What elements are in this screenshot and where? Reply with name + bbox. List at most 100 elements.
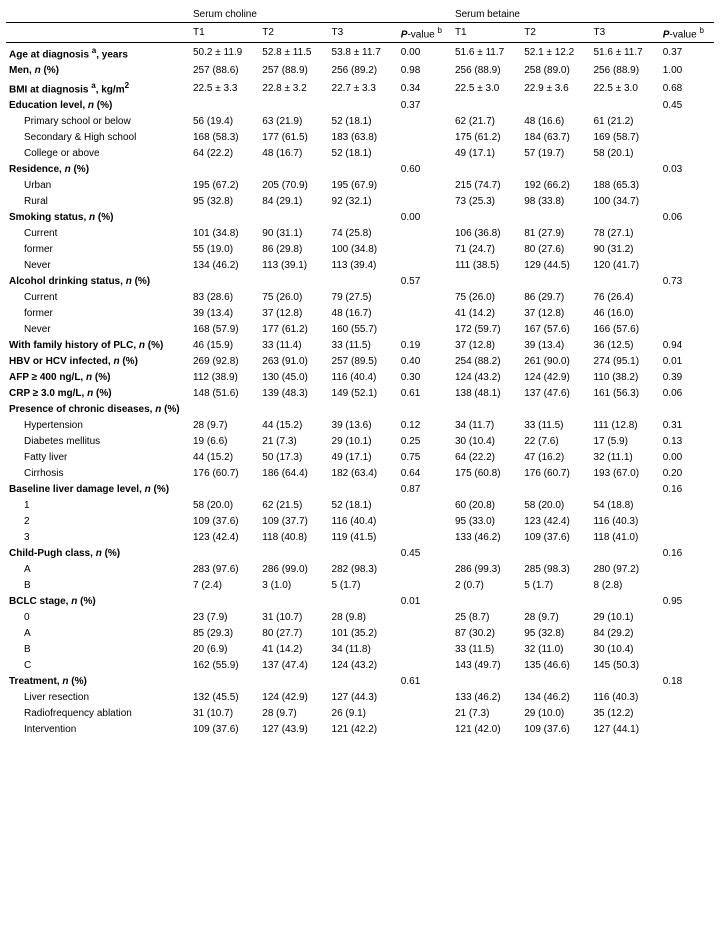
table-cell: 73 (25.3) — [452, 194, 521, 210]
table-cell — [398, 226, 452, 242]
table-cell — [660, 498, 714, 514]
table-cell — [521, 210, 590, 226]
table-cell — [259, 274, 328, 290]
table-cell: 90 (31.1) — [259, 226, 328, 242]
table-cell — [590, 546, 659, 562]
table-cell — [452, 98, 521, 114]
table-cell — [452, 402, 521, 418]
table-cell: 19 (6.6) — [190, 434, 259, 450]
table-row: With family history of PLC, n (%)46 (15.… — [6, 338, 714, 354]
table-cell: 75 (26.0) — [452, 290, 521, 306]
table-cell: 23 (7.9) — [190, 610, 259, 626]
table-cell — [329, 210, 398, 226]
table-cell — [398, 146, 452, 162]
table-cell: 71 (24.7) — [452, 242, 521, 258]
table-row: Current83 (28.6)75 (26.0)79 (27.5)75 (26… — [6, 290, 714, 306]
table-cell: 137 (47.6) — [521, 386, 590, 402]
table-cell: 0.12 — [398, 418, 452, 434]
table-cell: 0.98 — [398, 63, 452, 79]
table-cell — [398, 722, 452, 738]
table-cell: 110 (38.2) — [590, 370, 659, 386]
table-cell — [660, 242, 714, 258]
table-cell: 50.2 ± 11.9 — [190, 43, 259, 63]
table-cell: 39 (13.4) — [521, 338, 590, 354]
table-cell: 0.45 — [398, 546, 452, 562]
table-cell: 81 (27.9) — [521, 226, 590, 242]
table-cell: 124 (43.2) — [329, 658, 398, 674]
table-cell — [660, 658, 714, 674]
table-cell: 134 (46.2) — [190, 258, 259, 274]
row-label: 1 — [6, 498, 190, 514]
table-cell — [590, 98, 659, 114]
table-cell — [259, 482, 328, 498]
row-label: AFP ≥ 400 ng/L, n (%) — [6, 370, 190, 386]
row-label: Liver resection — [6, 690, 190, 706]
table-cell — [590, 594, 659, 610]
table-cell — [660, 690, 714, 706]
table-cell: 64 (22.2) — [452, 450, 521, 466]
table-cell — [590, 402, 659, 418]
table-cell: 3 (1.0) — [259, 578, 328, 594]
table-cell: 80 (27.6) — [521, 242, 590, 258]
table-cell: 118 (41.0) — [590, 530, 659, 546]
table-cell: 0.00 — [660, 450, 714, 466]
table-row: 2109 (37.6)109 (37.7)116 (40.4)95 (33.0)… — [6, 514, 714, 530]
table-cell — [660, 578, 714, 594]
row-label: C — [6, 658, 190, 674]
table-cell — [329, 162, 398, 178]
table-cell: 33 (11.5) — [452, 642, 521, 658]
table-cell: 0.06 — [660, 386, 714, 402]
table-cell: 48 (16.7) — [329, 306, 398, 322]
table-cell: 29 (10.0) — [521, 706, 590, 722]
table-cell — [190, 402, 259, 418]
table-cell: 58 (20.0) — [521, 498, 590, 514]
table-row: Current101 (34.8)90 (31.1)74 (25.8)106 (… — [6, 226, 714, 242]
table-cell — [521, 162, 590, 178]
col-b-pval: P-value b — [660, 23, 714, 43]
table-cell: 84 (29.1) — [259, 194, 328, 210]
table-cell: 118 (40.8) — [259, 530, 328, 546]
table-cell: 175 (61.2) — [452, 130, 521, 146]
table-cell — [660, 290, 714, 306]
table-cell: 49 (17.1) — [452, 146, 521, 162]
table-cell — [190, 98, 259, 114]
table-row: former55 (19.0)86 (29.8)100 (34.8)71 (24… — [6, 242, 714, 258]
col-b-t1: T1 — [452, 23, 521, 43]
table-cell — [660, 130, 714, 146]
table-row: Never168 (57.9)177 (61.2)160 (55.7)172 (… — [6, 322, 714, 338]
table-cell: 139 (48.3) — [259, 386, 328, 402]
table-cell: 123 (42.4) — [190, 530, 259, 546]
table-cell — [660, 626, 714, 642]
table-cell — [398, 562, 452, 578]
table-row: 158 (20.0)62 (21.5)52 (18.1)60 (20.8)58 … — [6, 498, 714, 514]
table-cell: 62 (21.5) — [259, 498, 328, 514]
table-cell: 116 (40.3) — [590, 690, 659, 706]
table-cell: 22.8 ± 3.2 — [259, 79, 328, 98]
table-cell: 109 (37.7) — [259, 514, 328, 530]
table-row: Hypertension28 (9.7)44 (15.2)39 (13.6)0.… — [6, 418, 714, 434]
row-label: Presence of chronic diseases, n (%) — [6, 402, 190, 418]
table-cell: 34 (11.8) — [329, 642, 398, 658]
table-cell: 60 (20.8) — [452, 498, 521, 514]
table-row: Urban195 (67.2)205 (70.9)195 (67.9)215 (… — [6, 178, 714, 194]
row-label: College or above — [6, 146, 190, 162]
table-row: Rural95 (32.8)84 (29.1)92 (32.1)73 (25.3… — [6, 194, 714, 210]
table-cell — [259, 674, 328, 690]
table-cell: 129 (44.5) — [521, 258, 590, 274]
table-cell: 37 (12.8) — [259, 306, 328, 322]
table-cell: 116 (40.3) — [590, 514, 659, 530]
table-cell: 29 (10.1) — [329, 434, 398, 450]
table-row: CRP ≥ 3.0 mg/L, n (%)148 (51.6)139 (48.3… — [6, 386, 714, 402]
table-cell: 29 (10.1) — [590, 610, 659, 626]
table-cell: 137 (47.4) — [259, 658, 328, 674]
table-cell — [660, 114, 714, 130]
table-cell — [452, 274, 521, 290]
table-cell: 0.61 — [398, 674, 452, 690]
table-cell: 52 (18.1) — [329, 114, 398, 130]
table-cell — [398, 290, 452, 306]
table-cell: 44 (15.2) — [190, 450, 259, 466]
row-label: 2 — [6, 514, 190, 530]
table-cell: 113 (39.1) — [259, 258, 328, 274]
table-cell — [660, 226, 714, 242]
table-cell: 0.16 — [660, 546, 714, 562]
